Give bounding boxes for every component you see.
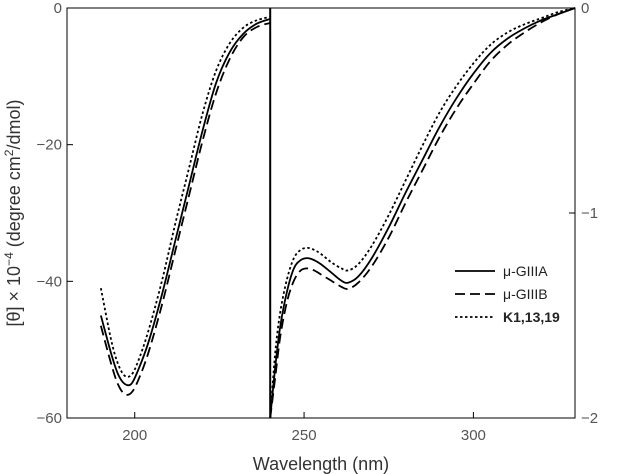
legend: μ-GIIIA μ-GIIIB K1,13,19 [455, 263, 560, 325]
legend-label-3: K1,13,19 [503, 309, 560, 325]
series-line-left-3 [99, 16, 271, 378]
series-line-right-2 [269, 7, 576, 419]
y-right-tick-label: −1 [581, 205, 598, 222]
series-line-right-1 [269, 7, 576, 419]
x-axis-label: Wavelength (nm) [253, 454, 389, 474]
legend-label-2: μ-GIIIB [503, 286, 548, 302]
y-left-tick-label: −60 [37, 410, 62, 427]
x-tick-label: 200 [122, 427, 147, 444]
y-left-tick-label: −40 [37, 273, 62, 290]
x-axis-ticks: 200 250 300 [122, 412, 486, 444]
left-axis-ticks: 0 −20 −40 −60 [37, 0, 73, 427]
series-line-right-3 [269, 7, 576, 419]
y-axis-label: [θ] × 10−4 (degree cm2/dmol) [2, 100, 24, 327]
legend-label-1: μ-GIIIA [503, 263, 548, 279]
x-tick-label: 250 [292, 427, 317, 444]
series-group [99, 7, 576, 419]
y-left-tick-label: −20 [37, 137, 62, 154]
series-line-left-2 [100, 22, 271, 396]
series-line-left-1 [100, 18, 271, 387]
x-tick-label: 300 [461, 427, 486, 444]
y-left-tick-label: 0 [54, 0, 62, 17]
y-right-tick-label: −2 [581, 410, 598, 427]
right-axis-ticks: 0 −1 −2 [569, 0, 598, 427]
y-right-tick-label: 0 [581, 0, 589, 17]
